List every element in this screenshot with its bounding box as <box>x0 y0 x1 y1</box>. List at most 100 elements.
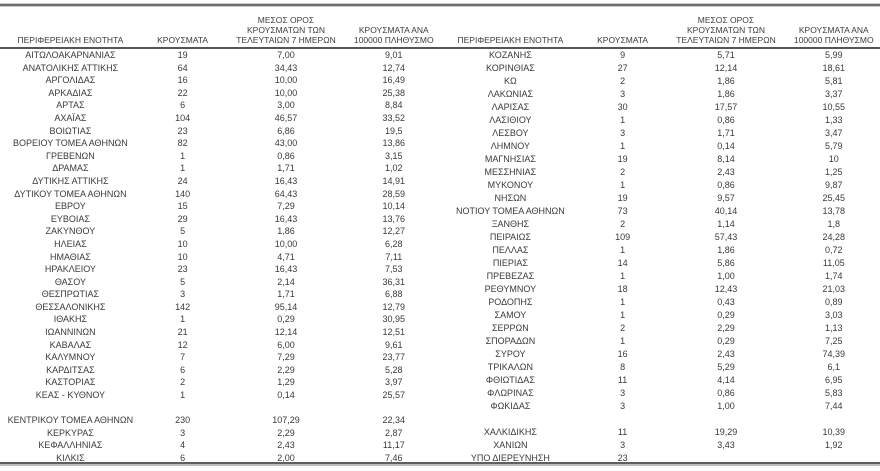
region-name-cell: ΙΘΑΚΗΣ <box>53 314 88 325</box>
per100k-cell: 25,45 <box>822 193 846 204</box>
table-row: ΕΥΒΟΙΑΣ 29 16,43 13,76 <box>0 213 440 226</box>
table-row: ΣΥΡΟΥ 16 2,43 74,39 <box>440 348 880 361</box>
per100k-cell: 33,52 <box>382 112 406 123</box>
table-row: ΜΥΚΟΝΟΥ 1 0,86 9,87 <box>440 179 880 192</box>
region-name-cell: ΚΟΡΙΝΘΙΑΣ <box>486 63 535 74</box>
table-row: ΒΟΡΕΙΟΥ ΤΟΜΕΑ ΑΘΗΝΩΝ 82 43,00 13,86 <box>0 137 440 150</box>
cases-cell: 23 <box>177 125 188 136</box>
table-row: ΑΧΑΪΑΣ 104 46,57 33,52 <box>0 112 440 125</box>
table-body-right: ΚΟΖΑΝΗΣ 9 5,71 5,99 ΚΟΡΙΝΘΙΑΣ 27 12,14 18,61 ΚΩ 2… <box>440 48 880 465</box>
cases-cell: 104 <box>175 112 191 123</box>
table-row: ΛΗΜΝΟΥ 1 0,14 5,79 <box>440 140 880 153</box>
table-row: ΧΑΝΙΩΝ 3 3,43 1,92 <box>440 439 880 452</box>
per100k-cell: 7,11 <box>385 251 403 262</box>
per100k-cell: 36,31 <box>382 276 406 287</box>
region-name-cell <box>440 413 581 426</box>
region-name-cell: ΕΥΒΟΙΑΣ <box>50 213 90 224</box>
region-name-cell: ΠΙΕΡΙΑΣ <box>492 257 528 268</box>
table-row: ΛΑΚΩΝΙΑΣ 3 1,86 3,37 <box>440 88 880 101</box>
per100k-cell: 74,39 <box>822 348 846 359</box>
cases-cell: 1 <box>180 314 186 325</box>
region-name-cell: ΚΕΦΑΛΛΗΝΙΑΣ <box>38 440 103 451</box>
per100k-cell: 16,49 <box>382 75 406 86</box>
per100k-cell: 1,13 <box>825 322 843 333</box>
cases-cell: 10 <box>177 251 188 262</box>
cases-cell: 3 <box>620 89 626 100</box>
per100k-cell: 10,55 <box>822 102 846 113</box>
cases-cell: 1 <box>620 180 626 191</box>
region-name-cell: ΚΕΡΚΥΡΑΣ <box>46 427 94 438</box>
avg7-cell: 0,86 <box>717 180 735 191</box>
header-row: ΠΕΡΙΦΕΡΕΙΑΚΗ ΕΝΟΤΗΤΑ ΚΡΟΥΣΜΑΤΑ ΜΕΣΟΣ ΟΡΟ… <box>440 8 880 49</box>
table-row: ΜΑΓΝΗΣΙΑΣ 19 8,14 10 <box>440 153 880 166</box>
region-name-cell: ΔΥΤΙΚΟΥ ΤΟΜΕΑ ΑΘΗΝΩΝ <box>14 188 127 199</box>
avg7-cell: 2,29 <box>277 364 295 375</box>
avg7-cell: 16,43 <box>274 264 298 275</box>
per100k-cell: 6,1 <box>827 361 841 372</box>
cases-cell: 73 <box>617 206 628 217</box>
region-name-cell: ΗΜΑΘΙΑΣ <box>49 251 91 262</box>
avg7-cell: 7,29 <box>277 201 295 212</box>
cases-cell: 9 <box>620 50 626 61</box>
avg7-cell: 0,29 <box>717 335 735 346</box>
cases-cell: 2 <box>620 322 626 333</box>
region-name-cell: ΞΑΝΘΗΣ <box>491 219 530 230</box>
table-row: ΦΛΩΡΙΝΑΣ 3 0,86 5,83 <box>440 387 880 400</box>
per100k-cell: 7,53 <box>385 264 403 275</box>
avg7-cell: 0,86 <box>717 387 735 398</box>
region-name-cell: ΚΙΛΚΙΣ <box>56 453 85 463</box>
avg7-cell: 7,00 <box>277 50 295 60</box>
cases-cell: 12 <box>177 339 188 350</box>
cases-cell: 6 <box>180 453 186 463</box>
column-header-region: ΠΕΡΙΦΕΡΕΙΑΚΗ ΕΝΟΤΗΤΑ <box>440 8 581 49</box>
region-name-cell: ΛΗΜΝΟΥ <box>490 141 531 152</box>
per100k-cell: 1,8 <box>827 219 841 230</box>
cases-cell: 3 <box>620 400 626 411</box>
per100k-cell: 13,76 <box>382 213 406 224</box>
region-name-cell: ΛΑΡΙΣΑΣ <box>491 102 530 113</box>
table-row: ΚΑΒΑΛΑΣ 12 6,00 9,61 <box>0 339 440 352</box>
avg7-cell: 12,43 <box>714 283 738 294</box>
avg7-cell: 4,71 <box>277 251 295 262</box>
table-row: ΑΝΑΤΟΛΙΚΗΣ ΑΤΤΙΚΗΣ 64 34,43 12,74 <box>0 62 440 75</box>
per100k-cell: 1,25 <box>825 167 843 178</box>
per100k-cell: 10 <box>828 154 839 165</box>
table-row: ΗΛΕΙΑΣ 10 10,00 6,28 <box>0 238 440 251</box>
region-name-cell: ΣΑΜΟΥ <box>494 309 527 320</box>
per100k-cell: 9,01 <box>385 50 403 60</box>
avg7-cell <box>664 413 787 426</box>
cases-cell: 3 <box>620 439 626 450</box>
regional-table-right: ΠΕΡΙΦΕΡΕΙΑΚΗ ΕΝΟΤΗΤΑ ΚΡΟΥΣΜΑΤΑ ΜΕΣΟΣ ΟΡΟ… <box>440 8 880 465</box>
cases-cell: 3 <box>180 289 186 300</box>
avg7-cell: 5,29 <box>717 361 735 372</box>
table-row: ΡΕΘΥΜΝΟΥ 18 12,43 21,03 <box>440 283 880 296</box>
region-name-cell: ΥΠΟ ΔΙΕΡΕΥΝΗΣΗ <box>470 452 550 463</box>
region-name-cell: ΦΩΚΙΔΑΣ <box>490 400 531 411</box>
table-row: ΙΘΑΚΗΣ 1 0,29 30,95 <box>0 313 440 326</box>
cases-cell: 21 <box>177 327 188 338</box>
table-row: ΚΕΑΣ - ΚΥΘΝΟΥ 1 0,14 25,57 <box>0 389 440 402</box>
cases-cell: 23 <box>617 452 628 463</box>
avg7-cell: 2,43 <box>717 348 735 359</box>
table-row: ΞΑΝΘΗΣ 2 1,14 1,8 <box>440 218 880 231</box>
cases-cell: 1 <box>180 163 186 174</box>
per100k-cell: 14,91 <box>382 175 406 186</box>
table-row: ΔΥΤΙΚΟΥ ΤΟΜΕΑ ΑΘΗΝΩΝ 140 64,43 28,59 <box>0 188 440 201</box>
cases-cell: 18 <box>617 283 628 294</box>
region-name-cell: ΛΑΚΩΝΙΑΣ <box>487 89 534 100</box>
per100k-cell: 18,61 <box>822 63 846 74</box>
table-row: ΒΟΙΩΤΙΑΣ 23 6,86 19,5 <box>0 125 440 138</box>
region-name-cell: ΜΥΚΟΝΟΥ <box>487 180 534 191</box>
per100k-cell: 0,72 <box>825 244 843 255</box>
region-name-cell: ΘΑΣΟΥ <box>54 276 86 287</box>
per100k-cell: 22,34 <box>382 415 406 426</box>
cases-cell: 27 <box>617 63 628 74</box>
region-name-cell: ΒΟΙΩΤΙΑΣ <box>49 125 92 136</box>
region-name-cell: ΘΕΣΠΡΩΤΙΑΣ <box>41 289 100 300</box>
cases-cell: 1 <box>620 244 626 255</box>
cases-cell: 3 <box>180 427 186 438</box>
per100k-cell: 1,92 <box>825 439 843 450</box>
table-row: ΚΕΦΑΛΛΗΝΙΑΣ 4 2,43 11,17 <box>0 439 440 452</box>
region-name-cell: ΧΑΝΙΩΝ <box>493 439 528 450</box>
table-row: ΛΑΣΙΘΙΟΥ 1 0,86 1,33 <box>440 114 880 127</box>
